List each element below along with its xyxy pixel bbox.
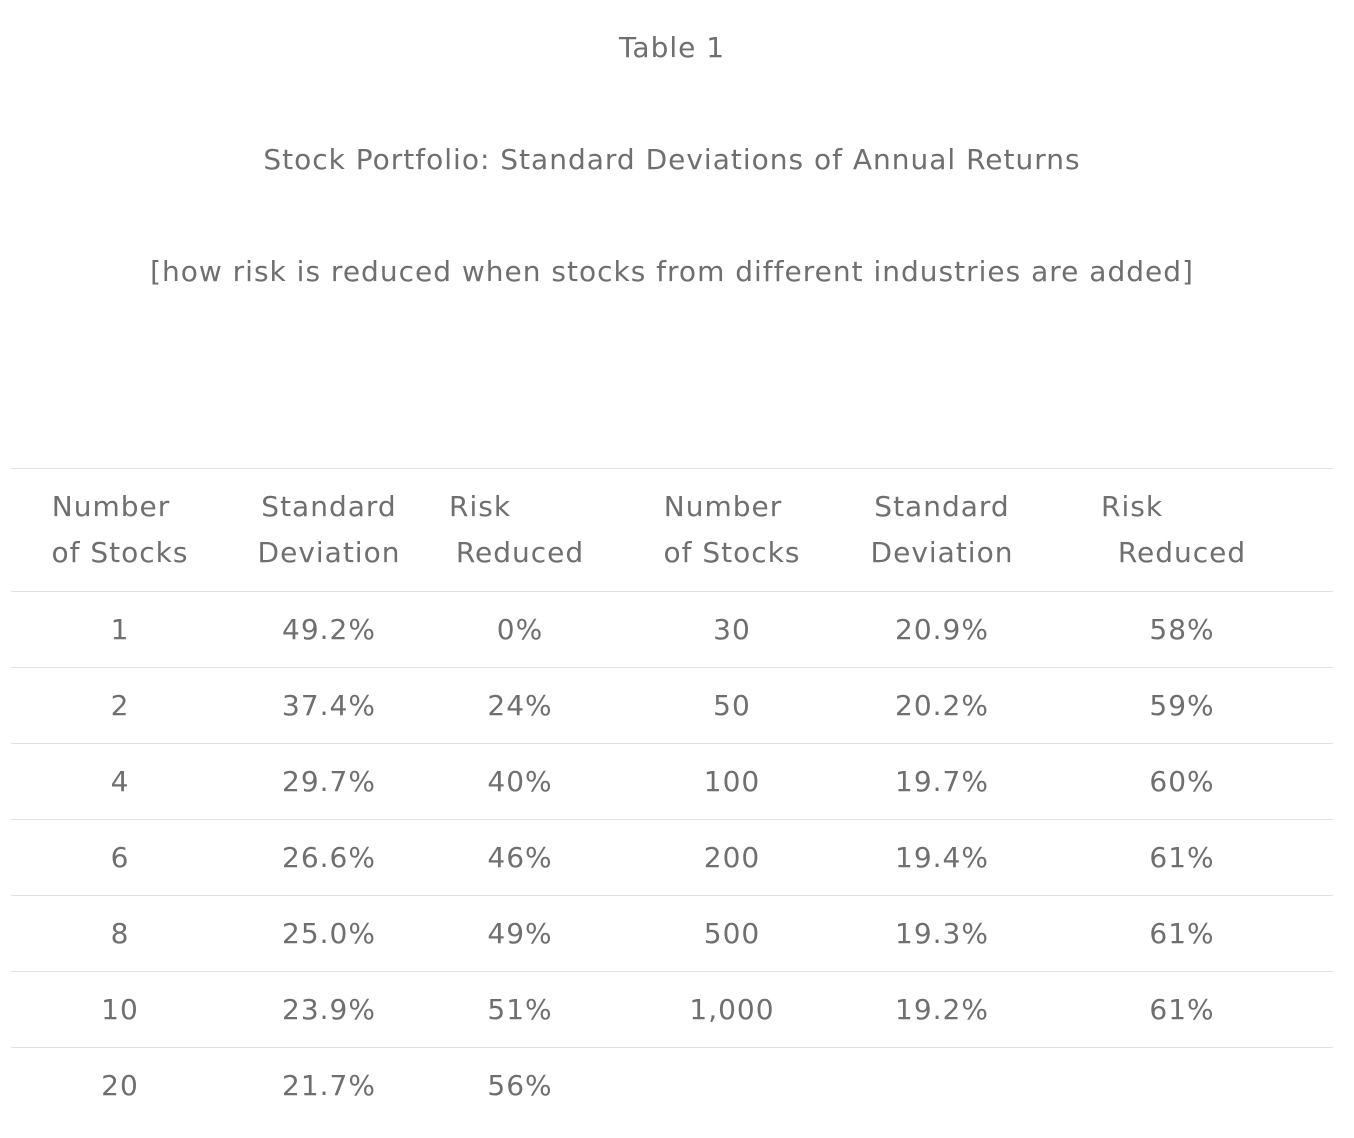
table-subtitle: [how risk is reduced when stocks from di… <box>150 255 1194 288</box>
cell-standard-deviation: 19.7% <box>853 743 1031 820</box>
cell-risk-reduced: 59% <box>1031 667 1333 744</box>
header-line: Reduced <box>1117 536 1247 569</box>
cell-risk-reduced: 49% <box>429 895 611 972</box>
cell-standard-deviation: 19.2% <box>853 971 1031 1048</box>
header-line: Number <box>663 490 783 523</box>
header-line: Risk <box>449 490 512 523</box>
cell-standard-deviation: 49.2% <box>229 591 429 668</box>
cell-standard-deviation: 25.0% <box>229 895 429 972</box>
header-line: Deviation <box>257 536 401 569</box>
table-row: 4 29.7% 40% 100 19.7% 60% <box>11 743 1333 820</box>
cell-number-of-stocks: 500 <box>611 895 853 972</box>
cell-number-of-stocks: 100 <box>611 743 853 820</box>
header-line: Standard <box>261 490 397 523</box>
cell-number-of-stocks: 50 <box>611 667 853 744</box>
cell-standard-deviation: 21.7% <box>282 1069 376 1102</box>
header-risk-reduced-left: Risk Reduced <box>429 468 611 592</box>
header-line: Standard <box>874 490 1010 523</box>
header-number-of-stocks-right: Number of Stocks <box>611 468 853 592</box>
header-line: Deviation <box>870 536 1014 569</box>
cell-number-of-stocks: 4 <box>11 743 229 820</box>
table-label: Table 1 <box>618 31 726 64</box>
cell-standard-deviation <box>853 1048 1031 1124</box>
cell-risk-reduced: 40% <box>429 743 611 820</box>
cell-standard-deviation: 20.9% <box>853 591 1031 668</box>
table-row: 6 26.6% 46% 200 19.4% 61% <box>11 819 1333 896</box>
cell-risk-reduced: 56% <box>487 1069 553 1102</box>
cell-standard-deviation: 26.6% <box>229 819 429 896</box>
header-number-of-stocks-left: Number of Stocks <box>11 468 229 592</box>
cell-number-of-stocks: 1 <box>11 591 229 668</box>
table-row: 8 25.0% 49% 500 19.3% 61% <box>11 895 1333 972</box>
header-row: Number of Stocks Standard Deviation Risk… <box>11 468 1333 592</box>
cell-number-of-stocks: 1,000 <box>611 971 853 1048</box>
header-line: Reduced <box>455 536 585 569</box>
cell-standard-deviation: 23.9% <box>229 971 429 1048</box>
cell-risk-reduced: 60% <box>1031 743 1333 820</box>
cell-number-of-stocks: 20 <box>101 1069 139 1102</box>
table-row: 2 37.4% 24% 50 20.2% 59% <box>11 667 1333 744</box>
cell-number-of-stocks: 6 <box>11 819 229 896</box>
cell-risk-reduced: 61% <box>1031 895 1333 972</box>
header-line: of Stocks <box>51 536 189 569</box>
header-line: of Stocks <box>663 536 801 569</box>
cell-number-of-stocks: 8 <box>11 895 229 972</box>
cell-risk-reduced: 58% <box>1031 591 1333 668</box>
cell-standard-deviation: 19.4% <box>853 819 1031 896</box>
table-row: 10 23.9% 51% 1,000 19.2% 61% <box>11 971 1333 1048</box>
header-line: Number <box>51 490 171 523</box>
cell-risk-reduced: 51% <box>429 971 611 1048</box>
table-title: Stock Portfolio: Standard Deviations of … <box>263 143 1081 176</box>
cell-risk-reduced: 0% <box>429 591 611 668</box>
cell-number-of-stocks: 10 <box>11 971 229 1048</box>
cell-standard-deviation: 29.7% <box>229 743 429 820</box>
cell-standard-deviation: 37.4% <box>229 667 429 744</box>
cell-risk-reduced: 61% <box>1031 971 1333 1048</box>
cell-risk-reduced: 24% <box>429 667 611 744</box>
cell-number-of-stocks: 30 <box>611 591 853 668</box>
cell-number-of-stocks: 2 <box>11 667 229 744</box>
cell-risk-reduced: 61% <box>1031 819 1333 896</box>
cell-risk-reduced: 46% <box>429 819 611 896</box>
header-line: Risk <box>1101 490 1164 523</box>
cell-standard-deviation: 19.3% <box>853 895 1031 972</box>
header-standard-deviation-right: Standard Deviation <box>853 468 1031 592</box>
cell-number-of-stocks: 200 <box>611 819 853 896</box>
cell-risk-reduced <box>1031 1048 1333 1124</box>
cell-number-of-stocks <box>611 1048 853 1124</box>
header-risk-reduced-right: Risk Reduced <box>1031 468 1333 592</box>
header-standard-deviation-left: Standard Deviation <box>229 468 429 592</box>
table-row: 1 49.2% 0% 30 20.9% 58% <box>11 591 1333 668</box>
cell-standard-deviation: 20.2% <box>853 667 1031 744</box>
table-row: 20 21.7% 56% <box>11 1048 1333 1124</box>
portfolio-table: Number of Stocks Standard Deviation Risk… <box>11 468 1333 1123</box>
